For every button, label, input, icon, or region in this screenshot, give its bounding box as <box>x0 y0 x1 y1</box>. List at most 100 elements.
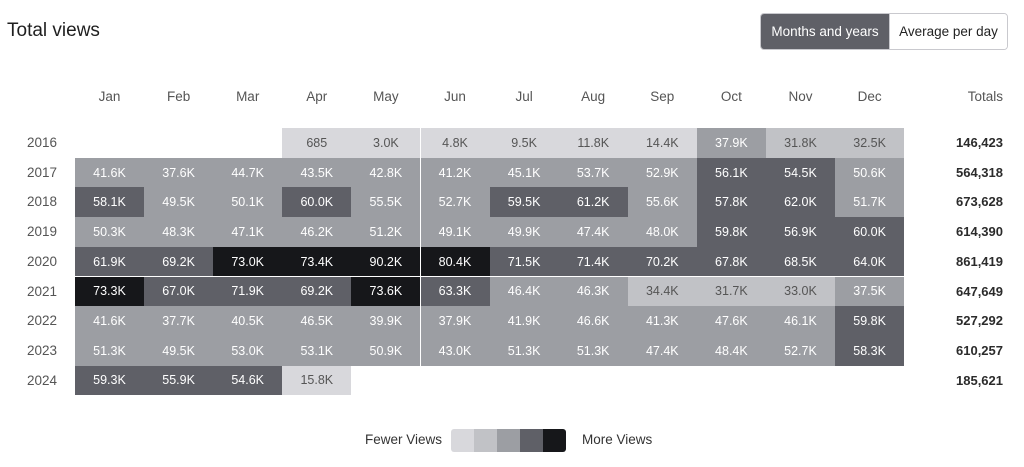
heatmap-cell: 60.0K <box>835 217 905 247</box>
row-total: 146,423 <box>956 135 1003 150</box>
row-total: 564,318 <box>956 164 1003 180</box>
heatmap-cell: 44.7K <box>213 157 283 188</box>
heatmap-cell: 51.2K <box>351 217 421 247</box>
heatmap-cell: 4.8K <box>420 128 490 158</box>
year-label: 2020 <box>27 253 58 269</box>
heatmap-cell: 42.8K <box>351 157 421 188</box>
month-header: Apr <box>306 89 328 104</box>
heatmap-cell: 56.1K <box>696 157 766 188</box>
heatmap-cell: 59.8K <box>696 217 766 247</box>
heatmap-cell: 52.7K <box>766 335 835 366</box>
heatmap-cell: 49.5K <box>144 335 214 366</box>
heatmap-cell: 73.6K <box>351 276 421 307</box>
heatmap-cell: 49.5K <box>144 187 214 218</box>
heatmap-cell: 60.0K <box>282 187 352 218</box>
heatmap-cell: 33.0K <box>766 276 835 307</box>
heatmap-cell: 58.3K <box>835 335 905 366</box>
heatmap-cell: 54.6K <box>213 365 283 396</box>
heatmap-cell: 69.2K <box>144 246 214 277</box>
heatmap-cell: 59.3K <box>75 365 144 396</box>
heatmap-cell: 54.5K <box>766 157 835 188</box>
heatmap-cell: 57.8K <box>696 187 766 218</box>
legend: Fewer Views More Views <box>0 429 1024 452</box>
heatmap-cell: 53.7K <box>558 157 628 188</box>
month-header: Jan <box>98 89 121 104</box>
heatmap-cell: 11.8K <box>558 128 628 158</box>
months-and-years-button[interactable]: Months and years <box>761 14 889 49</box>
month-header: Oct <box>720 89 742 104</box>
heatmap-cell: 71.4K <box>558 246 628 277</box>
heatmap-cell: 34.4K <box>627 276 697 307</box>
row-total: 614,390 <box>956 224 1003 240</box>
heatmap-cell: 46.5K <box>282 306 352 336</box>
heatmap-cell: 41.3K <box>627 306 697 336</box>
heatmap-cell: 43.0K <box>420 335 490 366</box>
legend-swatch-1 <box>451 429 474 452</box>
year-label: 2018 <box>27 194 58 210</box>
heatmap-cell: 37.9K <box>420 306 490 336</box>
month-header: Jul <box>515 89 533 104</box>
heatmap-cell: 48.3K <box>144 217 214 247</box>
year-label: 2016 <box>27 135 58 150</box>
legend-swatch-3 <box>497 429 520 452</box>
month-header: Feb <box>166 89 191 104</box>
heatmap-cell: 47.4K <box>627 335 697 366</box>
heatmap-cell: 50.6K <box>835 157 905 188</box>
row-total: 647,649 <box>956 283 1003 299</box>
heatmap-cell: 51.7K <box>835 187 905 218</box>
heatmap-cell: 41.6K <box>75 157 144 188</box>
heatmap-cell: 9.5K <box>489 128 559 158</box>
heatmap-cell: 41.6K <box>75 306 144 336</box>
heatmap-cell: 55.5K <box>351 187 421 218</box>
month-header: Nov <box>788 89 813 104</box>
heatmap-cell: 52.7K <box>420 187 490 218</box>
row-total: 185,621 <box>956 372 1003 388</box>
heatmap-cell: 71.5K <box>489 246 559 277</box>
heatmap-cell: 45.1K <box>489 157 559 188</box>
legend-fewer-label: Fewer Views <box>365 432 443 447</box>
heatmap-cell: 51.3K <box>558 335 628 366</box>
legend-swatch-5 <box>543 429 566 452</box>
year-label: 2022 <box>27 313 58 329</box>
heatmap-cell: 46.2K <box>282 217 352 247</box>
heatmap-cell: 90.2K <box>351 246 421 277</box>
heatmap-cell: 685 <box>282 128 352 158</box>
heatmap-cell: 41.9K <box>489 306 559 336</box>
heatmap-cell: 50.1K <box>213 187 283 218</box>
heatmap-cell: 55.9K <box>144 365 214 396</box>
row-total: 673,628 <box>956 194 1003 210</box>
month-header: Mar <box>236 89 260 104</box>
heatmap-cell: 37.7K <box>144 306 214 336</box>
month-header: Sep <box>650 89 675 104</box>
month-header: Dec <box>857 89 882 104</box>
heatmap-cell: 48.0K <box>627 217 697 247</box>
heatmap-cell: 70.2K <box>627 246 697 277</box>
heatmap-cell: 43.5K <box>282 157 352 188</box>
average-per-day-button[interactable]: Average per day <box>889 14 1007 49</box>
heatmap-cell: 62.0K <box>766 187 835 218</box>
heatmap-cell: 56.9K <box>766 217 835 247</box>
heatmap-cell: 51.3K <box>75 335 144 366</box>
legend-more-label: More Views <box>582 432 653 447</box>
heatmap-cell: 67.8K <box>696 246 766 277</box>
heatmap-cell: 53.0K <box>213 335 283 366</box>
heatmap-cell: 58.1K <box>75 187 144 218</box>
heatmap-cell: 55.6K <box>627 187 697 218</box>
totals-header: Totals <box>967 89 1003 104</box>
year-label: 2023 <box>27 342 58 358</box>
heatmap-cell: 48.4K <box>696 335 766 366</box>
year-label: 2021 <box>27 283 58 299</box>
heatmap-cell: 46.3K <box>558 276 628 307</box>
heatmap-cell: 37.6K <box>144 157 214 188</box>
heatmap-cell: 46.6K <box>558 306 628 336</box>
heatmap-cell: 37.5K <box>835 276 905 307</box>
heatmap-cell: 61.2K <box>558 187 628 218</box>
row-total: 861,419 <box>956 253 1003 269</box>
month-header: Jun <box>444 89 466 104</box>
heatmap-cell: 50.3K <box>75 217 144 247</box>
row-total: 527,292 <box>956 313 1003 329</box>
heatmap-cell: 31.8K <box>766 128 835 158</box>
view-mode-toggle: Months and years Average per day <box>760 13 1008 50</box>
page-title: Total views <box>7 20 100 41</box>
heatmap-cell: 15.8K <box>282 365 352 396</box>
